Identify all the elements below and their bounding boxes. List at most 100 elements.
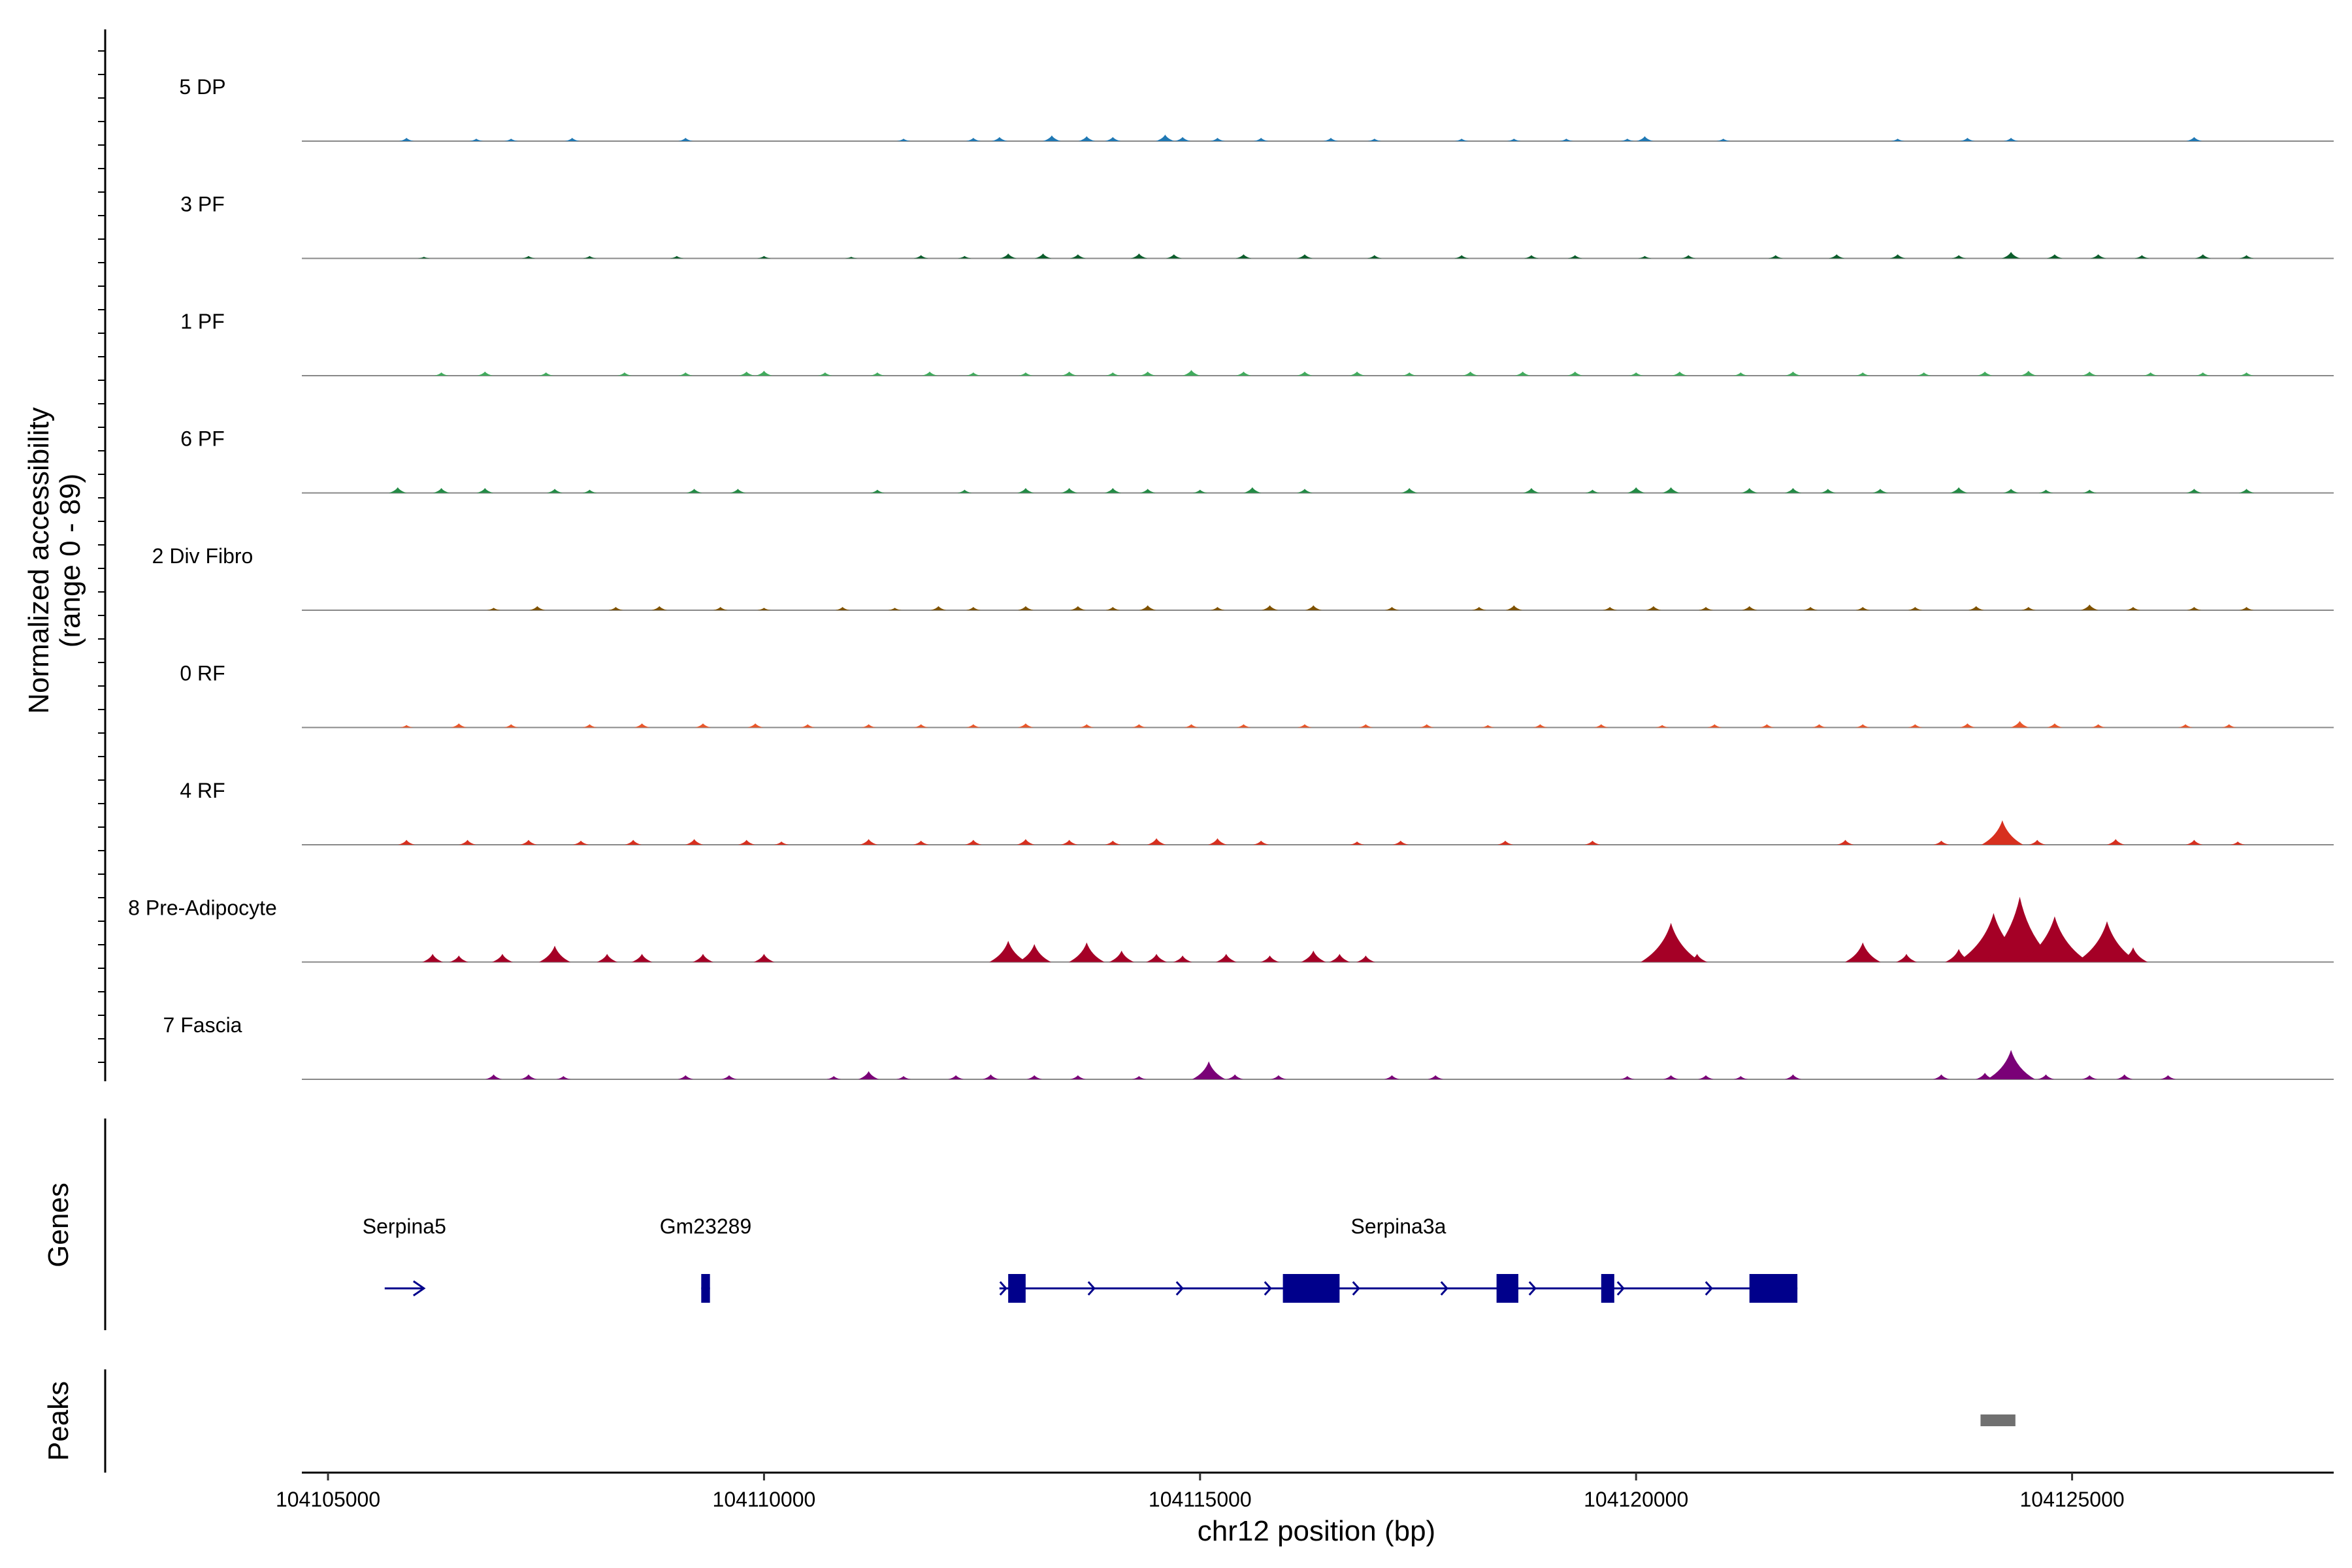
coverage-peak: [1454, 255, 1469, 259]
coverage-peak: [1109, 951, 1134, 962]
coverage-peak: [2178, 724, 2193, 728]
coverage-peak: [1173, 955, 1192, 962]
coverage-peak: [1585, 489, 1600, 493]
coverage-peak: [922, 371, 938, 376]
coverage-peak: [1323, 138, 1339, 141]
coverage-peak: [1301, 951, 1326, 962]
coverage-peak: [2185, 840, 2203, 845]
gene-annotation-panel: Serpina5 Gm23289 Serpina3a: [104, 1119, 1798, 1330]
coverage-peak: [817, 372, 833, 376]
coverage-peak: [2080, 604, 2099, 610]
coverage-peak: [2195, 254, 2211, 259]
coverage-peak: [1950, 487, 1968, 493]
track-label: 0 RF: [180, 662, 225, 685]
gene-strand-arrow: [1528, 1281, 1537, 1296]
coverage-peak: [1243, 487, 1262, 493]
peaks-panel-title: Peaks: [42, 1381, 74, 1461]
coverage-peak: [1175, 137, 1191, 141]
coverage-peak: [1784, 488, 1802, 493]
coverage-peak: [1681, 255, 1696, 259]
coverage-peak: [1845, 942, 1881, 962]
coverage-peak: [1507, 139, 1521, 141]
coverage-peak: [1663, 1075, 1679, 1079]
coverage-peak: [1471, 607, 1487, 610]
coverage-peak: [1070, 254, 1086, 259]
coverage-peak: [730, 489, 746, 493]
coverage-peak: [1916, 372, 1931, 376]
coverage-peak: [2082, 1075, 2098, 1079]
coverage-peak: [678, 138, 693, 141]
x-tick-label: 104110000: [713, 1488, 816, 1511]
coverage-peak: [713, 607, 728, 610]
coverage-peak: [1210, 138, 1225, 141]
coverage-peak: [1524, 255, 1539, 259]
gene-label: Serpina5: [363, 1215, 446, 1238]
coverage-peak: [492, 954, 513, 962]
coverage-peak: [596, 954, 618, 962]
coverage-peak: [982, 1074, 1000, 1079]
gene-gm23289: Gm23289: [660, 1215, 751, 1303]
coverage-peak: [1497, 840, 1513, 845]
coverage-peak: [2143, 372, 2158, 376]
coverage-peak: [1812, 724, 1827, 728]
coverage-peak: [1182, 370, 1201, 376]
coverage-peak: [1975, 1073, 1995, 1079]
coverage-peak: [738, 371, 755, 376]
coverage-peak: [913, 840, 929, 845]
coverage-peak: [2020, 370, 2037, 376]
coverage-peak: [1139, 371, 1156, 376]
y-axis-title-line2: (range 0 - 89): [54, 474, 86, 648]
coverage-peak: [1741, 606, 1757, 610]
coverage-peak: [1235, 254, 1252, 259]
coverage-peak: [1184, 724, 1199, 728]
coverage-peak: [1462, 371, 1478, 376]
coverage-peak: [1017, 944, 1051, 962]
coverage-peak: [2239, 255, 2254, 259]
coverage-peak: [685, 839, 704, 845]
coverage-peak: [1017, 839, 1035, 845]
coverage-peak: [1636, 136, 1654, 141]
coverage-peak: [2115, 1074, 2133, 1079]
track-label: 4 RF: [180, 779, 225, 802]
coverage-peak: [966, 138, 981, 141]
x-axis-title: chr12 position (bp): [1198, 1515, 1435, 1547]
coverage-peak: [1987, 1050, 2035, 1079]
coverage-peak: [1384, 1075, 1400, 1079]
gene-strand-arrow: [1087, 1281, 1096, 1296]
coverage-peak: [2029, 840, 2046, 845]
coverage-peak: [1105, 372, 1120, 376]
coverage-peak: [2221, 724, 2236, 728]
coverage-peak: [634, 723, 650, 728]
coverage-peak: [1855, 372, 1870, 376]
coverage-peak: [583, 255, 596, 259]
coverage-peak: [1480, 725, 1495, 728]
coverage-peak: [1629, 372, 1644, 376]
track-label: 3 PF: [180, 193, 225, 216]
coverage-peak: [1070, 606, 1086, 610]
coverage-peak: [1620, 139, 1635, 141]
coverage-peak: [485, 1074, 502, 1079]
coverage-peak: [835, 607, 850, 610]
track-label: 5 DP: [179, 75, 225, 99]
coverage-peak: [738, 840, 755, 845]
coverage-peak: [2003, 138, 2019, 141]
coverage-peak: [965, 840, 982, 845]
coverage-peak: [476, 488, 494, 493]
coverage-peak: [1401, 488, 1418, 493]
coverage-peak: [1698, 1075, 1714, 1079]
track-label: 8 Pre-Adipocyte: [128, 896, 277, 920]
coverage-peak: [1620, 1076, 1635, 1079]
coverage-peak: [930, 606, 947, 610]
coverage-peak: [695, 723, 711, 728]
coverage-peak: [625, 840, 642, 845]
coverage-peak: [1253, 840, 1269, 845]
coverage-peak: [1638, 255, 1652, 259]
coverage-peak: [1034, 253, 1052, 259]
coverage-peak: [2046, 254, 2063, 259]
coverage-peak: [582, 724, 597, 728]
track-2-div-fibro: 2 Div Fibro: [152, 544, 2334, 611]
coverage-peak: [2038, 489, 2053, 493]
coverage-peak: [774, 841, 789, 845]
coverage-peak: [1768, 255, 1783, 259]
track-5-dp: 5 DP: [179, 75, 2334, 142]
